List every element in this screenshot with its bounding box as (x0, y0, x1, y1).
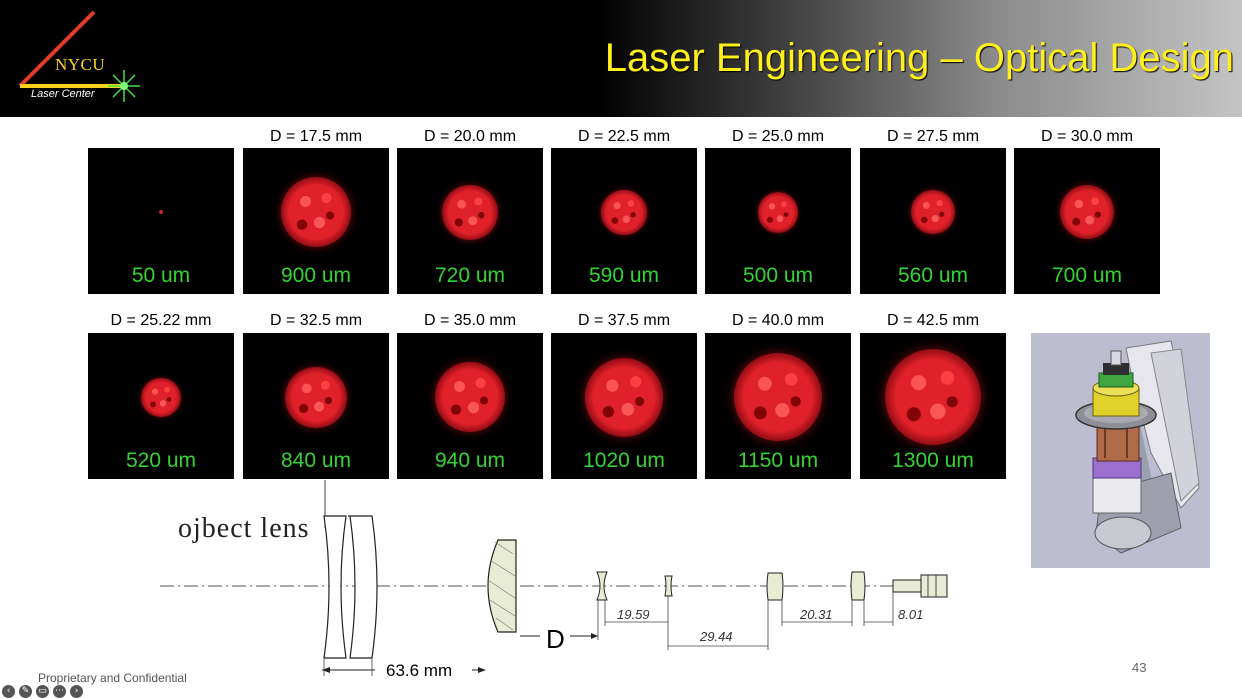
distance-label: D = 22.5 mm (577, 128, 671, 145)
laser-spot (734, 353, 822, 442)
spot-size-label: 520 um (125, 449, 197, 472)
laser-spot (911, 190, 955, 235)
laser-spot (1059, 185, 1114, 240)
spot-image: 560 um (860, 148, 1006, 294)
logo-name: NYCU (55, 55, 106, 74)
laser-spot (285, 366, 347, 428)
spot-image: 840 um (243, 333, 389, 479)
spot-size-label: 590 um (588, 264, 660, 287)
spot-size-label: 840 um (280, 449, 352, 472)
distance-label: D = 17.5 mm (269, 128, 363, 145)
spot-size-label: 1020 um (583, 449, 665, 472)
dimension-29-44: 29.44 (700, 629, 733, 644)
confidential-notice: Proprietary and Confidential (38, 671, 187, 685)
distance-label: D = 20.0 mm (423, 128, 517, 145)
laser-spot (141, 377, 181, 417)
distance-label: D = 40.0 mm (731, 312, 825, 329)
spot-size-label: 500 um (742, 264, 814, 287)
spot-size-label: 700 um (1051, 264, 1123, 287)
spot-image: 590 um (551, 148, 697, 294)
laser-spot (757, 191, 799, 233)
laser-spot (884, 349, 982, 446)
distance-label: D = 35.0 mm (423, 312, 517, 329)
nycu-logo-icon (18, 10, 140, 102)
laser-spot (442, 184, 498, 240)
laser-spot (601, 189, 647, 235)
spot-image: 940 um (397, 333, 543, 479)
distance-label: D = 27.5 mm (886, 128, 980, 145)
laser-spot (434, 362, 506, 433)
spot-image: 50 um (88, 148, 234, 294)
captions-icon[interactable]: ▭ (36, 685, 49, 698)
more-options-icon[interactable]: ⋯ (53, 685, 66, 698)
distance-label: D = 25.22 mm (110, 312, 212, 329)
spot-size-label: 1150 um (737, 449, 819, 472)
spot-size-label: 900 um (280, 264, 352, 287)
dimension-20-31: 20.31 (800, 607, 833, 622)
distance-label: D = 42.5 mm (886, 312, 980, 329)
pen-icon[interactable]: ✎ (19, 685, 32, 698)
distance-label: D = 25.0 mm (731, 128, 825, 145)
distance-label: D = 30.0 mm (1040, 128, 1134, 145)
laser-spot (158, 210, 164, 215)
logo-subtitle: Laser Center (31, 88, 95, 100)
spot-image: 1020 um (551, 333, 697, 479)
object-lens-label: ojbect lens (178, 513, 310, 544)
spot-image: 520 um (88, 333, 234, 479)
laser-spot (280, 177, 352, 248)
distance-label: D = 37.5 mm (577, 312, 671, 329)
laser-head-render-icon (1031, 333, 1210, 568)
distance-label: D = 32.5 mm (269, 312, 363, 329)
spot-size-label: 50 um (131, 264, 191, 287)
dimension-d: D (546, 624, 565, 654)
spot-image: 500 um (705, 148, 851, 294)
slide-header: NYCU Laser Center Laser Engineering – Op… (0, 0, 1242, 117)
spot-image: 700 um (1014, 148, 1160, 294)
dimension-8-01: 8.01 (898, 607, 924, 622)
next-slide-icon[interactable]: › (70, 685, 83, 698)
spot-size-label: 940 um (434, 449, 506, 472)
previous-slide-icon[interactable]: ‹ (2, 685, 15, 698)
laser-head-cad-image (1031, 333, 1210, 568)
dimension-19-59: 19.59 (617, 607, 650, 622)
spot-image: 720 um (397, 148, 543, 294)
spot-size-label: 1300 um (892, 449, 974, 472)
presentation-toolbar: ‹ ✎ ▭ ⋯ › (2, 685, 83, 699)
laser-spot (584, 357, 664, 437)
spot-image: 1150 um (705, 333, 851, 479)
slide-title: Laser Engineering – Optical Design (604, 36, 1234, 80)
spot-image: 900 um (243, 148, 389, 294)
spot-image: 1300 um (860, 333, 1006, 479)
optical-layout-diagram (160, 480, 948, 676)
dimension-63-6mm: 63.6 mm (386, 661, 453, 680)
spot-size-label: 560 um (897, 264, 969, 287)
page-number: 43 (1132, 660, 1147, 675)
spot-size-label: 720 um (434, 264, 506, 287)
